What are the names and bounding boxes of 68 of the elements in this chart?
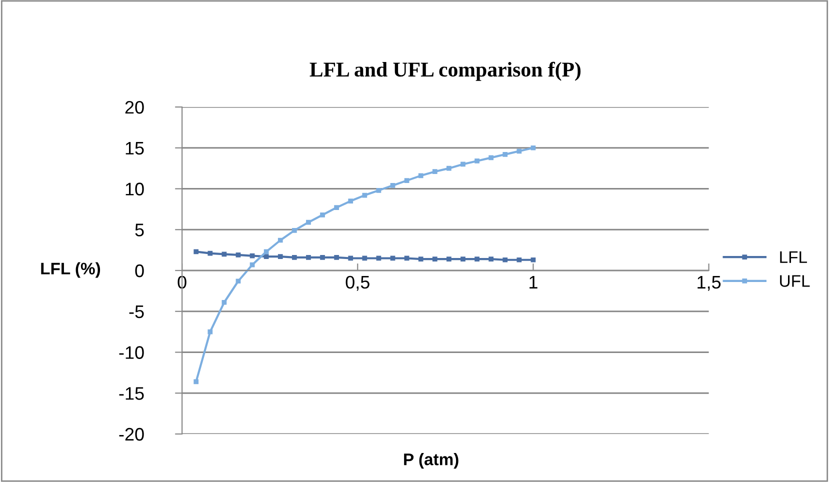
y-tick-label: 20 — [125, 100, 144, 114]
point — [390, 183, 396, 188]
point — [292, 228, 297, 233]
x-tick-label: 1 — [530, 276, 538, 288]
y-tick-label: -10 — [119, 346, 144, 359]
point — [348, 256, 354, 261]
point — [264, 249, 269, 254]
point — [362, 256, 368, 261]
point — [250, 253, 255, 258]
point — [530, 145, 536, 150]
point — [236, 278, 241, 284]
point — [502, 257, 508, 262]
point — [320, 254, 325, 260]
x-axis-title: P (atm) — [404, 453, 458, 469]
point — [446, 166, 452, 171]
point — [460, 162, 466, 167]
point — [404, 178, 410, 184]
y-tick-label: -5 — [129, 305, 144, 318]
y-tick-label: -15 — [119, 387, 144, 400]
legend-label: LFL — [780, 251, 807, 263]
point — [432, 256, 438, 262]
x-tick-label: 1,5 — [698, 276, 721, 291]
point — [236, 252, 241, 258]
y-tick-label: 5 — [135, 224, 144, 236]
point — [208, 329, 213, 334]
point — [222, 252, 227, 257]
point — [516, 257, 522, 262]
legend-label: UFL — [780, 275, 810, 287]
point — [194, 379, 199, 384]
point — [334, 254, 339, 260]
point — [278, 254, 283, 260]
point — [530, 257, 536, 262]
point — [306, 220, 311, 225]
point — [474, 256, 480, 262]
point — [194, 249, 199, 254]
point — [376, 256, 382, 261]
point — [390, 256, 396, 261]
point — [502, 152, 508, 157]
point — [208, 250, 213, 256]
point — [516, 148, 522, 154]
point — [306, 254, 311, 260]
point — [460, 256, 466, 262]
x-tick-label: 0,5 — [346, 276, 370, 291]
y-tick-label: -20 — [119, 428, 144, 441]
chart-title: LFL and UFL comparison f(P) — [310, 62, 581, 81]
point — [320, 212, 325, 218]
point — [348, 198, 354, 204]
y-axis-title: LFL (%) — [41, 262, 100, 278]
point — [488, 155, 494, 160]
point — [474, 158, 480, 164]
point — [418, 173, 424, 178]
point — [418, 256, 424, 262]
y-tick-label: 10 — [126, 182, 144, 196]
point — [362, 192, 368, 198]
point — [264, 254, 269, 260]
point — [222, 300, 227, 305]
y-tick-label: 0 — [135, 264, 144, 278]
point — [278, 238, 283, 243]
point — [292, 254, 297, 260]
point — [404, 256, 410, 261]
point — [488, 256, 494, 262]
point — [432, 169, 438, 174]
point — [334, 205, 339, 210]
point — [446, 256, 452, 262]
point — [250, 262, 255, 268]
x-tick-label: 0 — [178, 276, 186, 289]
point — [376, 188, 382, 193]
y-tick-label: 15 — [126, 142, 144, 155]
